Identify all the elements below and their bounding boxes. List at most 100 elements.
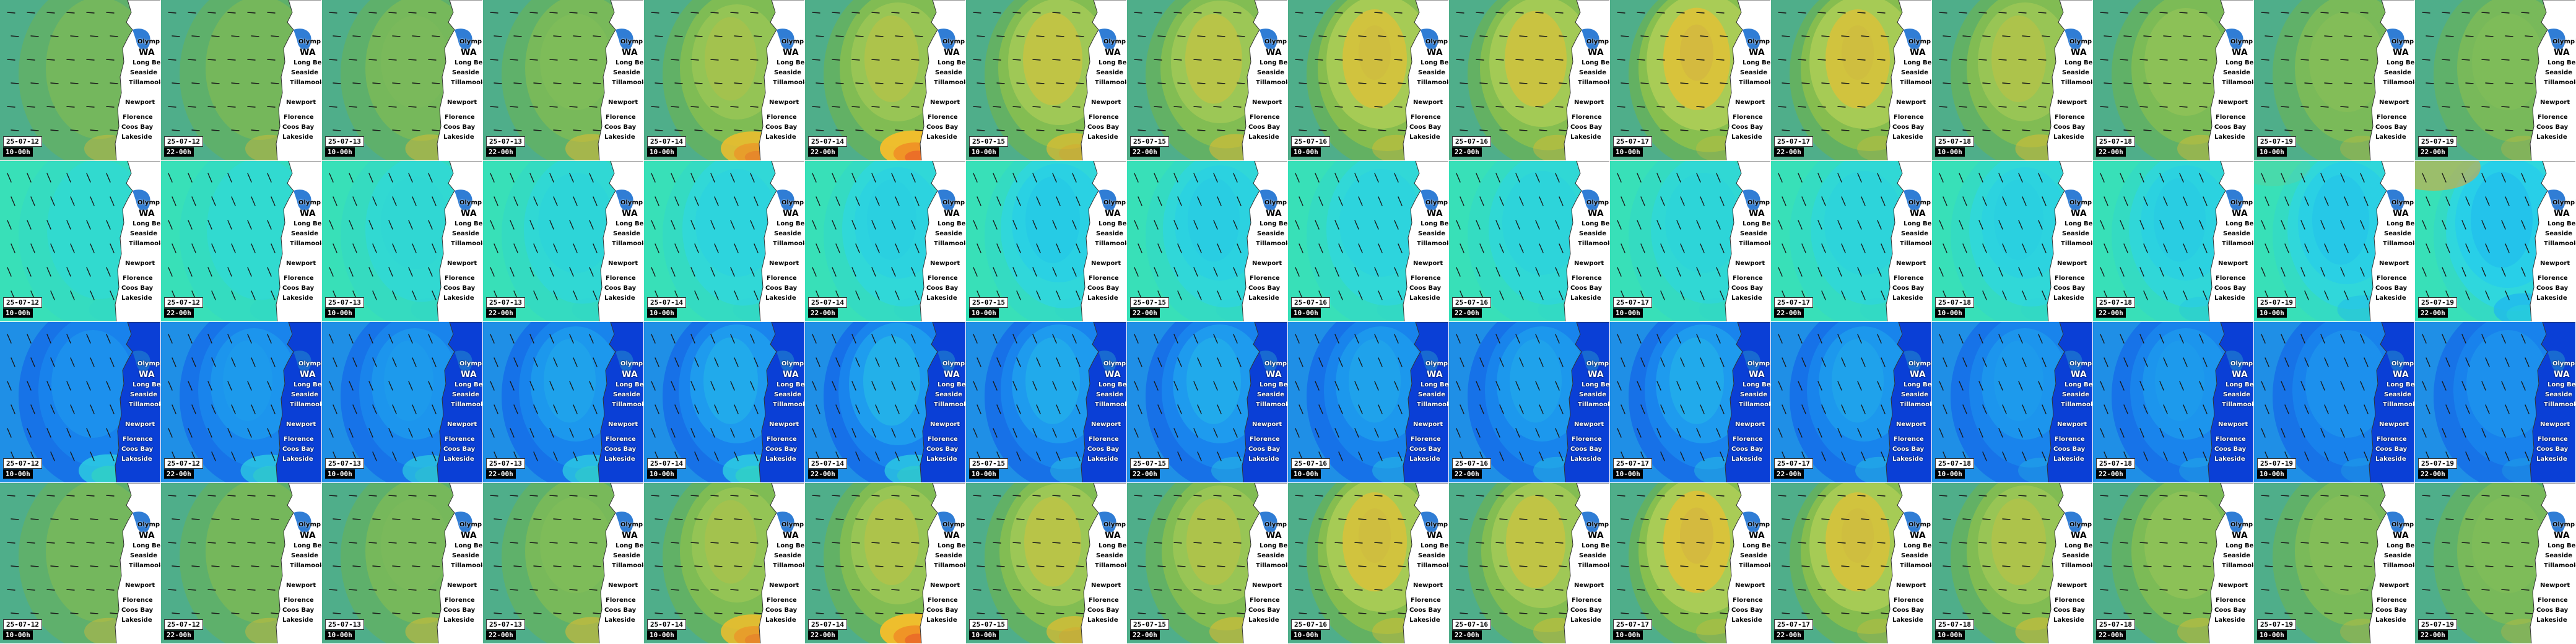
direction-arrow [1358, 404, 1363, 414]
forecast-map-tile[interactable]: WAOlympiaLong BeachSeasideTillamookNewpo… [966, 483, 1127, 644]
forecast-map-tile[interactable]: WAOlympiaLong BeachSeasideTillamookNewpo… [161, 161, 322, 322]
forecast-map-tile[interactable]: WAOlympiaLong BeachSeasideTillamookNewpo… [2254, 483, 2415, 644]
direction-arrow [1801, 404, 1806, 414]
forecast-map-tile[interactable]: WAOlympiaLong BeachSeasideTillamookNewpo… [1288, 161, 1449, 322]
forecast-map-tile[interactable]: WAOlympiaLong BeachSeasideTillamookNewpo… [1449, 161, 1610, 322]
forecast-time: 22-00h [164, 147, 194, 157]
forecast-map-tile[interactable]: WAOlympiaLong BeachSeasideTillamookNewpo… [644, 483, 805, 644]
forecast-map-tile[interactable]: WAOlympiaLong BeachSeasideTillamookNewpo… [1127, 483, 1288, 644]
forecast-map-tile[interactable]: WAOlympiaLong BeachSeasideTillamookNewpo… [483, 161, 644, 322]
forecast-map-tile[interactable]: WAOlympiaLong BeachSeasideTillamookNewpo… [1932, 161, 2093, 322]
forecast-map-svg [644, 483, 804, 643]
forecast-map-tile[interactable]: WAOlympiaLong BeachSeasideTillamookNewpo… [1127, 322, 1288, 483]
forecast-map-tile[interactable]: WAOlympiaLong BeachSeasideTillamookNewpo… [2093, 322, 2254, 483]
forecast-map-tile[interactable]: WAOlympiaLong BeachSeasideTillamookNewpo… [322, 0, 483, 161]
direction-arrow [1982, 612, 1991, 614]
forecast-map-tile[interactable]: WAOlympiaLong BeachSeasideTillamookNewpo… [966, 0, 1127, 161]
forecast-map-tile[interactable]: WAOlympiaLong BeachSeasideTillamookNewpo… [2415, 483, 2576, 644]
forecast-map-tile[interactable]: WAOlympiaLong BeachSeasideTillamookNewpo… [0, 322, 161, 483]
forecast-map-tile[interactable]: WAOlympiaLong BeachSeasideTillamookNewpo… [805, 322, 966, 483]
direction-arrow [188, 381, 193, 391]
forecast-map-tile[interactable]: WAOlympiaLong BeachSeasideTillamookNewpo… [2415, 0, 2576, 161]
forecast-map-tile[interactable]: WAOlympiaLong BeachSeasideTillamookNewpo… [322, 322, 483, 483]
forecast-date: 25-07-13 [325, 619, 364, 630]
forecast-map-tile[interactable]: WAOlympiaLong BeachSeasideTillamookNewpo… [2415, 322, 2576, 483]
forecast-map-tile[interactable]: WAOlympiaLong BeachSeasideTillamookNewpo… [1932, 483, 2093, 644]
forecast-map-tile[interactable]: WAOlympiaLong BeachSeasideTillamookNewpo… [1771, 483, 1932, 644]
direction-arrow [1519, 357, 1524, 367]
forecast-map-tile[interactable]: WAOlympiaLong BeachSeasideTillamookNewpo… [1771, 322, 1932, 483]
coastline-outline [1725, 161, 1770, 321]
direction-arrow [2123, 129, 2132, 131]
forecast-map-tile[interactable]: WAOlympiaLong BeachSeasideTillamookNewpo… [644, 161, 805, 322]
forecast-map-tile[interactable]: WAOlympiaLong BeachSeasideTillamookNewpo… [322, 161, 483, 322]
direction-arrow [754, 35, 762, 37]
forecast-map-tile[interactable]: WAOlympiaLong BeachSeasideTillamookNewpo… [483, 322, 644, 483]
forecast-map-tile[interactable]: WAOlympiaLong BeachSeasideTillamookNewpo… [1288, 483, 1449, 644]
direction-arrow [368, 334, 373, 344]
direction-arrow [1476, 381, 1481, 391]
forecast-map-tile[interactable]: WAOlympiaLong BeachSeasideTillamookNewpo… [805, 161, 966, 322]
direction-arrow [1237, 404, 1242, 414]
direction-arrow [1519, 243, 1524, 253]
city-label: Coos Bay [1248, 124, 1281, 131]
forecast-map-tile[interactable]: WAOlympiaLong BeachSeasideTillamookNewpo… [1610, 322, 1771, 483]
forecast-map-tile[interactable]: WAOlympiaLong BeachSeasideTillamookNewpo… [1288, 322, 1449, 483]
direction-arrow [690, 381, 695, 391]
forecast-map-tile[interactable]: WAOlympiaLong BeachSeasideTillamookNewpo… [2093, 161, 2254, 322]
forecast-time: 22-00h [2418, 308, 2448, 318]
direction-arrow [2203, 35, 2211, 37]
forecast-map-tile[interactable]: WAOlympiaLong BeachSeasideTillamookNewpo… [644, 0, 805, 161]
forecast-map-tile[interactable]: WAOlympiaLong BeachSeasideTillamookNewpo… [161, 0, 322, 161]
forecast-map-tile[interactable]: WAOlympiaLong BeachSeasideTillamookNewpo… [161, 322, 322, 483]
forecast-map-tile[interactable]: WAOlympiaLong BeachSeasideTillamookNewpo… [2254, 0, 2415, 161]
forecast-map-tile[interactable]: WAOlympiaLong BeachSeasideTillamookNewpo… [0, 161, 161, 322]
direction-arrow [27, 334, 32, 344]
forecast-map-tile[interactable]: WAOlympiaLong BeachSeasideTillamookNewpo… [1127, 161, 1288, 322]
direction-arrow [674, 129, 683, 131]
direction-arrow [1519, 82, 1528, 84]
forecast-map-tile[interactable]: WAOlympiaLong BeachSeasideTillamookNewpo… [2415, 161, 2576, 322]
city-label: Seaside [1257, 230, 1285, 237]
city-label: Florence [1089, 275, 1119, 282]
forecast-map-tile[interactable]: WAOlympiaLong BeachSeasideTillamookNewpo… [1127, 0, 1288, 161]
forecast-map-tile[interactable]: WAOlympiaLong BeachSeasideTillamookNewpo… [0, 483, 161, 644]
direction-arrow [352, 35, 361, 37]
forecast-map-tile[interactable]: WAOlympiaLong BeachSeasideTillamookNewpo… [805, 483, 966, 644]
direction-arrow [2485, 565, 2494, 567]
forecast-map-tile[interactable]: WAOlympiaLong BeachSeasideTillamookNewpo… [1771, 0, 1932, 161]
forecast-map-tile[interactable]: WAOlympiaLong BeachSeasideTillamookNewpo… [2093, 483, 2254, 644]
forecast-map-tile[interactable]: WAOlympiaLong BeachSeasideTillamookNewpo… [2254, 161, 2415, 322]
forecast-map-tile[interactable]: WAOlympiaLong BeachSeasideTillamookNewpo… [1449, 483, 1610, 644]
forecast-map-tile[interactable]: WAOlympiaLong BeachSeasideTillamookNewpo… [2093, 0, 2254, 161]
forecast-map-tile[interactable]: WAOlympiaLong BeachSeasideTillamookNewpo… [1610, 161, 1771, 322]
city-label: Lakeside [1087, 617, 1118, 624]
forecast-time: 10-00h [3, 308, 33, 318]
forecast-map-tile[interactable]: WAOlympiaLong BeachSeasideTillamookNewpo… [966, 322, 1127, 483]
direction-arrow [2445, 518, 2454, 520]
state-label: WA [783, 48, 799, 58]
forecast-map-tile[interactable]: WAOlympiaLong BeachSeasideTillamookNewpo… [1932, 0, 2093, 161]
forecast-map-tile[interactable]: WAOlympiaLong BeachSeasideTillamookNewpo… [805, 0, 966, 161]
forecast-map-tile[interactable]: WAOlympiaLong BeachSeasideTillamookNewpo… [483, 0, 644, 161]
forecast-map-tile[interactable]: WAOlympiaLong BeachSeasideTillamookNewpo… [644, 322, 805, 483]
direction-arrow [106, 381, 111, 391]
direction-arrow [412, 518, 420, 520]
forecast-map-tile[interactable]: WAOlympiaLong BeachSeasideTillamookNewpo… [1610, 483, 1771, 644]
forecast-map-tile[interactable]: WAOlympiaLong BeachSeasideTillamookNewpo… [161, 483, 322, 644]
forecast-map-tile[interactable]: WAOlympiaLong BeachSeasideTillamookNewpo… [1288, 0, 1449, 161]
forecast-map-tile[interactable]: WAOlympiaLong BeachSeasideTillamookNewpo… [1449, 322, 1610, 483]
direction-arrow [1334, 220, 1339, 230]
direction-arrow [2203, 196, 2208, 206]
direction-arrow [1939, 59, 1947, 61]
forecast-map-tile[interactable]: WAOlympiaLong BeachSeasideTillamookNewpo… [322, 483, 483, 644]
forecast-map-tile[interactable]: WAOlympiaLong BeachSeasideTillamookNewpo… [1932, 322, 2093, 483]
coastline-outline [2208, 322, 2253, 482]
forecast-map-tile[interactable]: WAOlympiaLong BeachSeasideTillamookNewpo… [1449, 0, 1610, 161]
forecast-map-tile[interactable]: WAOlympiaLong BeachSeasideTillamookNewpo… [966, 161, 1127, 322]
forecast-map-tile[interactable]: WAOlympiaLong BeachSeasideTillamookNewpo… [1771, 161, 1932, 322]
forecast-map-tile[interactable]: WAOlympiaLong BeachSeasideTillamookNewpo… [483, 483, 644, 644]
forecast-map-tile[interactable]: WAOlympiaLong BeachSeasideTillamookNewpo… [1610, 0, 1771, 161]
forecast-map-tile[interactable]: WAOlympiaLong BeachSeasideTillamookNewpo… [0, 0, 161, 161]
forecast-map-tile[interactable]: WAOlympiaLong BeachSeasideTillamookNewpo… [2254, 322, 2415, 483]
